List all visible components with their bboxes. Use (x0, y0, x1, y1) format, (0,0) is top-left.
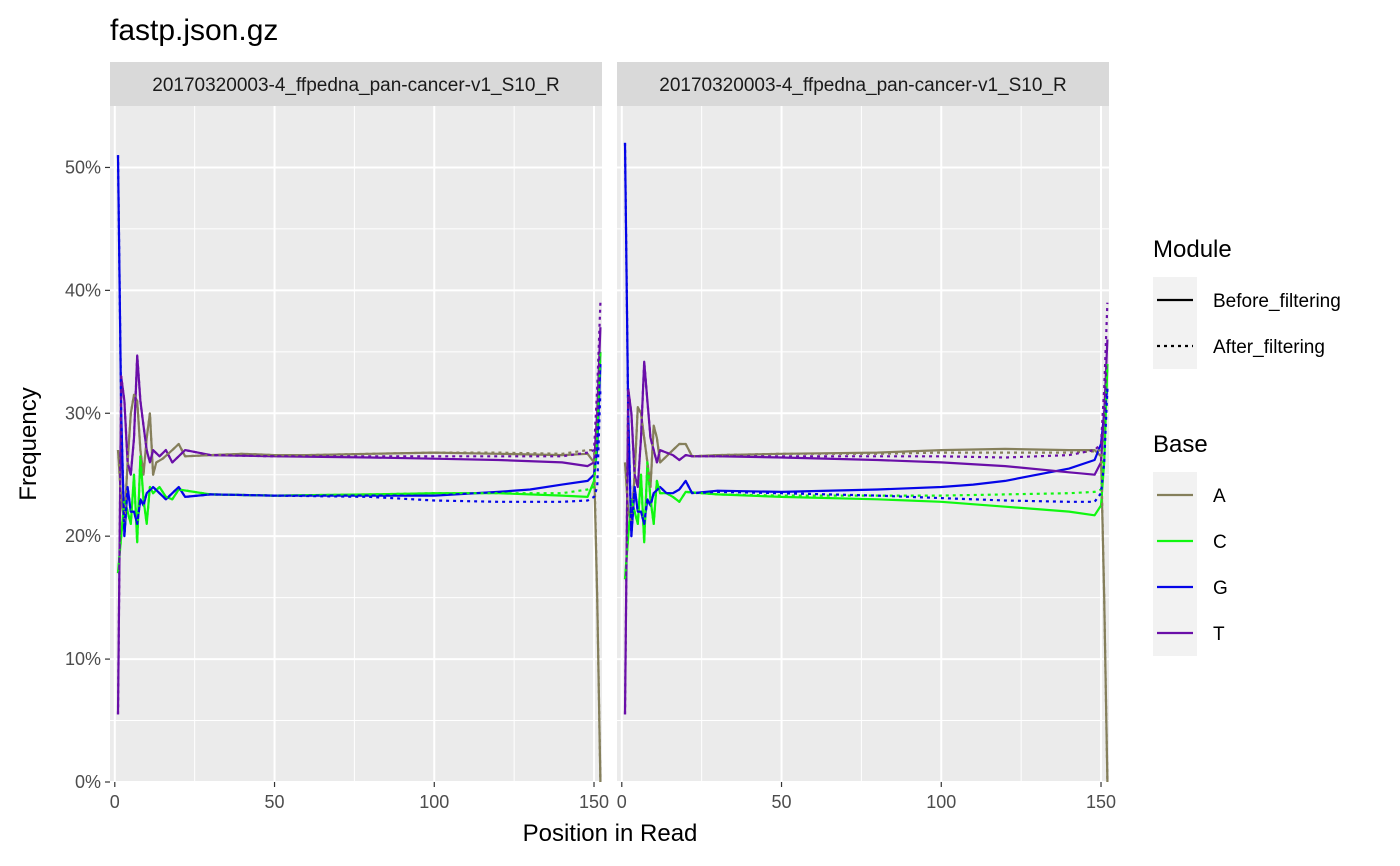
series-line-g-after-filtering (116, 155, 602, 538)
legend-label: C (1213, 532, 1227, 553)
series-line-a-after-filtering (116, 393, 602, 782)
y-axis-title: Frequency (15, 387, 42, 500)
series-line-c-after-filtering (116, 351, 602, 574)
legend-key-bg (1153, 323, 1197, 369)
facet-strip (617, 62, 1109, 106)
chart-title: fastp.json.gz (110, 14, 278, 47)
series-line-c-before-filtering (623, 364, 1109, 580)
legend-label: Before_filtering (1213, 291, 1341, 312)
x-tick-label: 100 (419, 792, 449, 812)
y-tick-label: 10% (65, 649, 101, 669)
y-tick-label: 40% (65, 280, 101, 300)
series-line-c-after-filtering (623, 364, 1109, 580)
x-tick-label: 150 (579, 792, 609, 812)
x-tick-label: 50 (772, 792, 792, 812)
y-tick-label: 50% (65, 157, 101, 177)
legend-title-module: Module (1153, 236, 1232, 263)
series-line-t-after-filtering (116, 302, 602, 715)
x-axis-title: Position in Read (523, 820, 698, 847)
legend-label: G (1213, 578, 1228, 599)
y-tick-label: 0% (75, 772, 101, 792)
y-tick-label: 30% (65, 403, 101, 423)
series-line-t-after-filtering (623, 302, 1109, 715)
panel-background (617, 106, 1109, 782)
legend: Module Before_filtering After_filtering Bas… (1153, 236, 1341, 656)
facet-strip (110, 62, 602, 106)
legend-title-base: Base (1153, 431, 1208, 458)
x-tick-label: 0 (110, 792, 120, 812)
x-tick-label: 0 (617, 792, 627, 812)
x-tick-label: 100 (926, 792, 956, 812)
facet-strip-label: 20170320003-4_ffpedna_pan-cancer-v1_S10_… (152, 75, 559, 96)
legend-label: T (1213, 624, 1225, 645)
series-line-g-after-filtering (623, 142, 1109, 538)
x-tick-label: 150 (1086, 792, 1116, 812)
panels-group: 20170320003-4_ffpedna_pan-cancer-v1_S10_… (65, 62, 1116, 812)
series-line-a-before-filtering (623, 406, 1109, 782)
legend-label: After_filtering (1213, 337, 1325, 358)
series-group (116, 155, 602, 782)
y-tick-label: 20% (65, 526, 101, 546)
panel-1: 20170320003-4_ffpedna_pan-cancer-v1_S10_… (65, 62, 609, 812)
legend-label: A (1213, 486, 1226, 507)
facet-strip-label: 20170320003-4_ffpedna_pan-cancer-v1_S10_… (659, 75, 1066, 96)
x-tick-label: 50 (265, 792, 285, 812)
panel-2: 20170320003-4_ffpedna_pan-cancer-v1_S10_… (617, 62, 1116, 812)
panel-background (110, 106, 602, 782)
series-group (623, 142, 1109, 782)
